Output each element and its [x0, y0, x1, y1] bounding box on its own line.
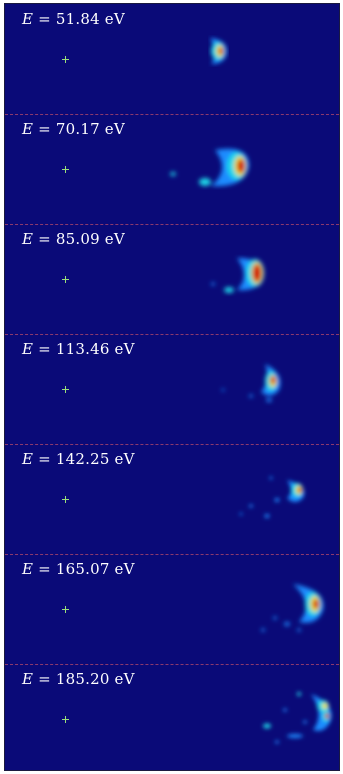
center-marker-3 — [62, 276, 69, 283]
center-marker-2 — [62, 166, 69, 173]
energy-label-7: E = 185.20 eV — [22, 670, 135, 688]
panel-2: E = 70.17 eV — [5, 114, 339, 224]
intensity-blob-4 — [221, 364, 281, 402]
center-marker-1 — [62, 56, 69, 63]
energy-label-3: E = 85.09 eV — [22, 230, 125, 248]
panel-4: E = 113.46 eV — [5, 334, 339, 444]
intensity-blob-7 — [263, 692, 332, 744]
energy-label-1: E = 51.84 eV — [22, 10, 125, 28]
center-marker-4 — [62, 386, 69, 393]
energy-label-5: E = 142.25 eV — [22, 450, 135, 468]
panel-divider-4 — [5, 444, 339, 445]
intensity-blob-3 — [211, 258, 264, 293]
panel-divider-5 — [5, 554, 339, 555]
panel-divider-2 — [5, 224, 339, 225]
energy-label-4: E = 113.46 eV — [22, 340, 135, 358]
center-marker-7 — [62, 716, 69, 723]
intensity-blob-2 — [170, 148, 249, 187]
heatmap-figure: E = 51.84 eV E = 70.17 eV — [4, 3, 340, 771]
panel-3: E = 85.09 eV — [5, 224, 339, 334]
panel-divider-3 — [5, 334, 339, 335]
center-marker-5 — [62, 496, 69, 503]
panel-divider-1 — [5, 114, 339, 115]
center-marker-6 — [62, 606, 69, 613]
energy-label-6: E = 165.07 eV — [22, 560, 135, 578]
intensity-blob-5 — [239, 476, 305, 518]
panel-7: E = 185.20 eV — [5, 664, 339, 772]
intensity-blob-6 — [261, 584, 324, 632]
energy-label-2: E = 70.17 eV — [22, 120, 125, 138]
panel-1: E = 51.84 eV — [5, 4, 339, 114]
panel-6: E = 165.07 eV — [5, 554, 339, 664]
panel-5: E = 142.25 eV — [5, 444, 339, 554]
intensity-blob-1 — [210, 38, 227, 64]
panel-divider-6 — [5, 664, 339, 665]
